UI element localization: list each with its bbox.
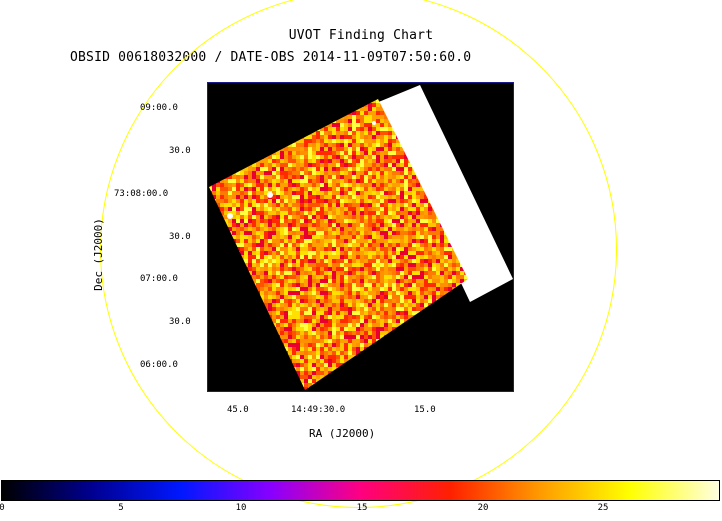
dec-tick: 30.0 xyxy=(169,317,191,327)
ra-tick: 14:49:30.0 xyxy=(291,405,346,415)
sky-image xyxy=(209,85,513,390)
source-marker xyxy=(267,192,273,198)
dec-tick: 30.0 xyxy=(169,232,191,242)
colorbar xyxy=(1,480,720,501)
colorbar-tick: 20 xyxy=(477,503,489,513)
colorbar-tick: 5 xyxy=(118,503,124,513)
chart-title: UVOT Finding Chart xyxy=(288,28,434,43)
colorbar-tick: 10 xyxy=(235,503,247,513)
colorbar-tick: 0 xyxy=(0,503,5,513)
ra-tick: 15.0 xyxy=(414,405,436,415)
saturated-region xyxy=(376,85,513,302)
colorbar-tick: 15 xyxy=(356,503,368,513)
dec-tick: 09:00.0 xyxy=(140,103,178,113)
dec-tick: 73:08:00.0 xyxy=(114,189,169,199)
dec-tick: 06:00.0 xyxy=(140,360,178,370)
source-marker xyxy=(227,213,233,219)
sky-image-frame[interactable] xyxy=(207,82,514,392)
dec-tick: 30.0 xyxy=(169,146,191,156)
source-marker xyxy=(372,121,376,125)
chart-subtitle: OBSID 00618032000 / DATE-OBS 2014-11-09T… xyxy=(70,50,472,65)
ra-axis-label: RA (J2000) xyxy=(309,427,376,440)
dec-tick: 07:00.0 xyxy=(140,274,178,284)
colorbar-tick: 25 xyxy=(597,503,609,513)
ra-tick: 45.0 xyxy=(227,405,249,415)
dec-axis-label: Dec (J2000) xyxy=(91,218,105,291)
